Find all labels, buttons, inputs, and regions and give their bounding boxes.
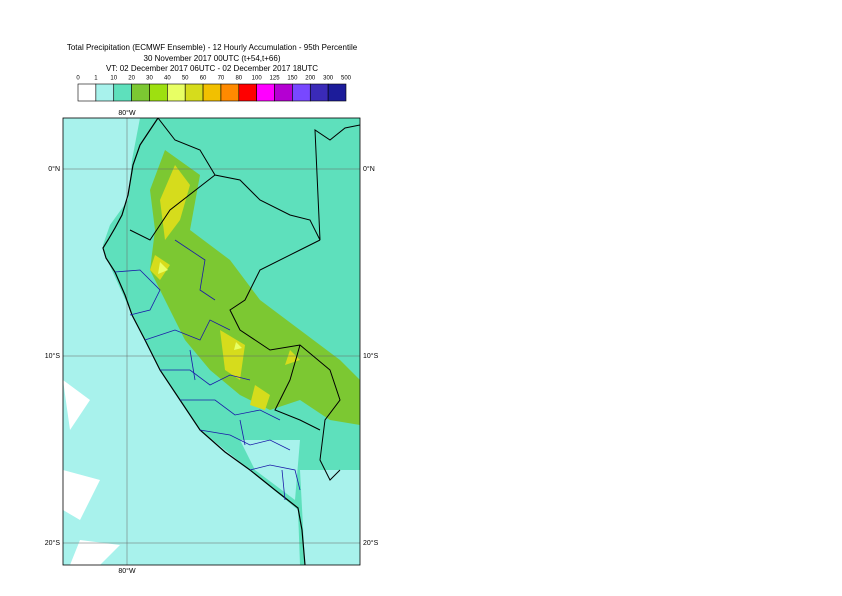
legend-swatch: [327, 83, 347, 102]
lat-label: 20°S: [363, 539, 379, 547]
legend-swatch: [202, 83, 222, 102]
legend-label: 0: [76, 76, 80, 82]
title-line: Total Precipitation (ECMWF Ensemble) - 1…: [67, 43, 358, 52]
map: [63, 118, 360, 565]
legend-label: 300: [323, 76, 334, 82]
legend-label: 125: [270, 76, 281, 82]
legend-swatch: [131, 83, 150, 102]
legend-label: 200: [305, 76, 316, 82]
legend-label: 1: [94, 76, 98, 82]
lon-label: 80°W: [118, 109, 136, 117]
title-line: 30 November 2017 00UTC (t+54,t+66): [144, 54, 281, 63]
high-precip: [150, 165, 300, 410]
legend-label: 60: [200, 76, 207, 82]
legend-label: 40: [164, 76, 171, 82]
coastline: [102, 118, 306, 565]
lat-label: 0°N: [48, 165, 60, 173]
title-line: VT: 02 December 2017 06UTC - 02 December…: [106, 64, 318, 73]
legend-label: 500: [341, 76, 352, 82]
legend-swatch: [113, 83, 132, 102]
lat-label: 10°S: [363, 352, 379, 360]
map-frame: [62, 117, 361, 566]
legend-swatch: [220, 83, 240, 102]
legend-swatch: [149, 83, 168, 102]
lat-label: 0°N: [363, 165, 375, 173]
dry-patch: [63, 380, 120, 565]
region-border: [114, 239, 301, 501]
low-precip: [240, 440, 360, 565]
header: Total Precipitation (ECMWF Ensemble) - 1…: [67, 43, 358, 73]
legend-swatch: [274, 83, 293, 102]
lon-label: 80°W: [118, 567, 136, 575]
legend-swatch: [292, 83, 311, 102]
legend-label: 100: [252, 76, 263, 82]
legend-label: 150: [287, 76, 298, 82]
lat-label: 20°S: [45, 539, 61, 547]
legend-swatch: [184, 83, 204, 102]
legend-swatch: [309, 83, 329, 102]
legend-swatch: [256, 83, 275, 102]
legend-label: 70: [218, 76, 225, 82]
legend-swatch: [77, 83, 97, 102]
legend-label: 50: [182, 76, 189, 82]
legend-label: 30: [146, 76, 153, 82]
legend-swatch: [238, 83, 257, 102]
legend-label: 20: [128, 76, 135, 82]
legend-swatch: [95, 83, 115, 102]
legend: 0 1 10 20 30 40 50 60 70 80 100 125 150 200 300 500: [76, 76, 352, 102]
lat-label: 10°S: [45, 352, 61, 360]
country-border: [129, 118, 360, 481]
legend-label: 10: [110, 76, 117, 82]
legend-swatch: [167, 83, 186, 102]
legend-label: 80: [235, 76, 242, 82]
